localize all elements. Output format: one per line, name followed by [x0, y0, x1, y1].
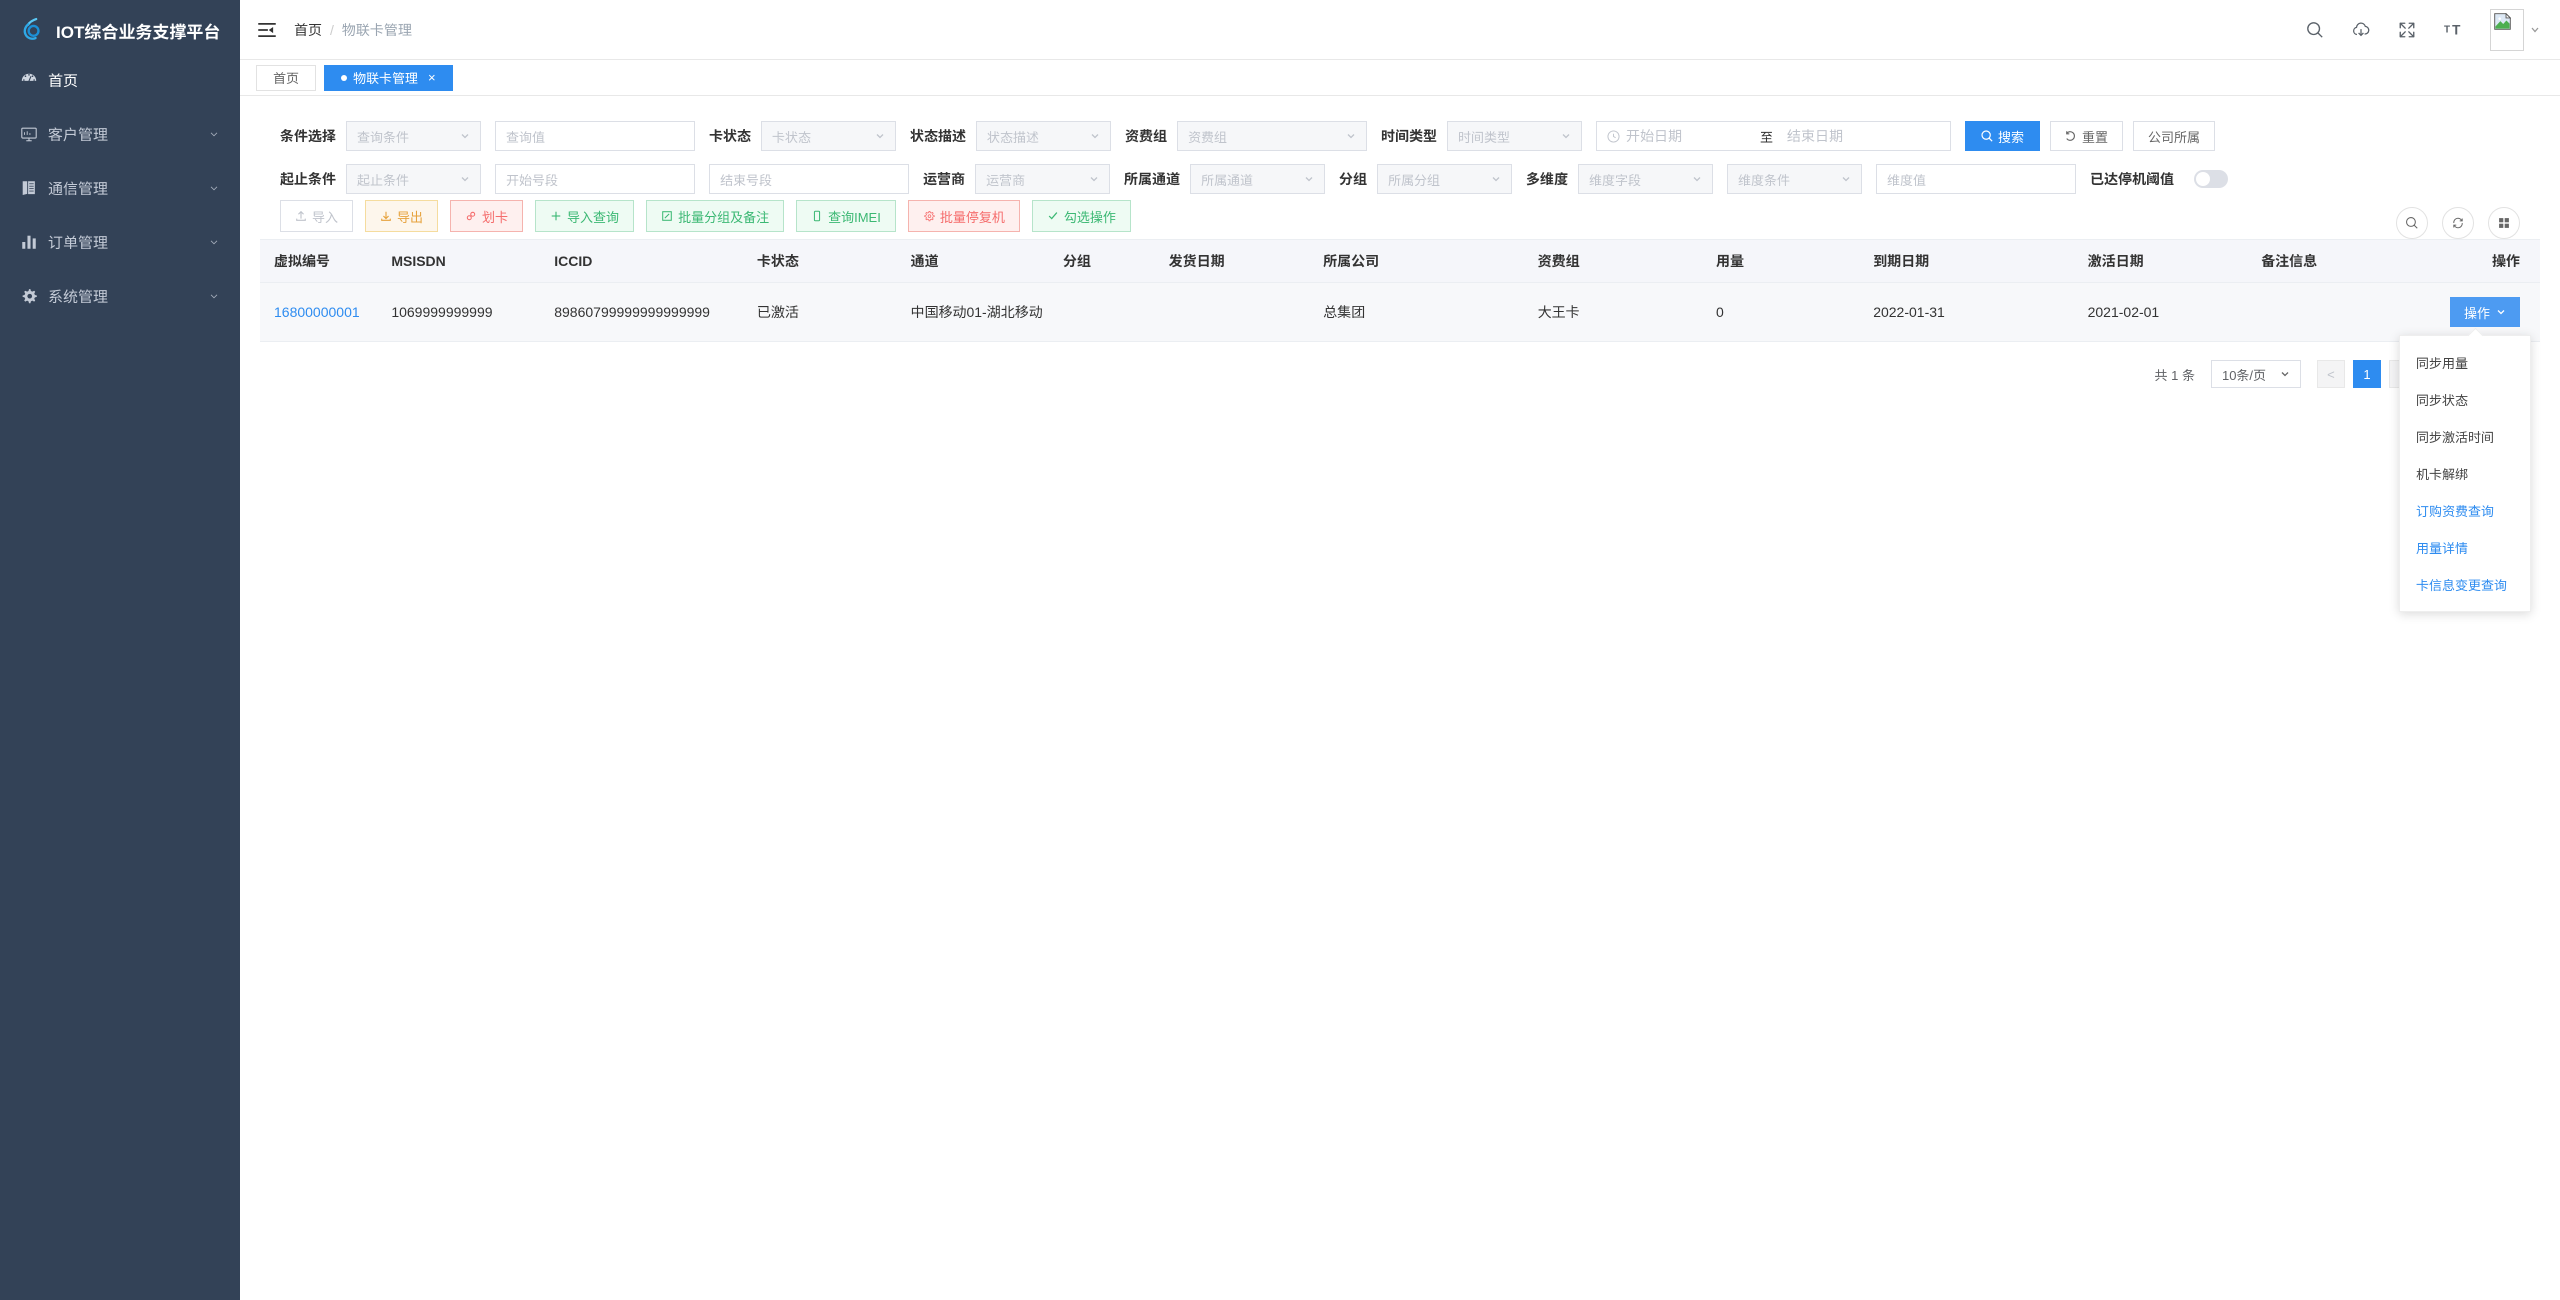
svg-text:T: T — [2444, 24, 2450, 35]
svg-text:T: T — [2452, 22, 2461, 37]
